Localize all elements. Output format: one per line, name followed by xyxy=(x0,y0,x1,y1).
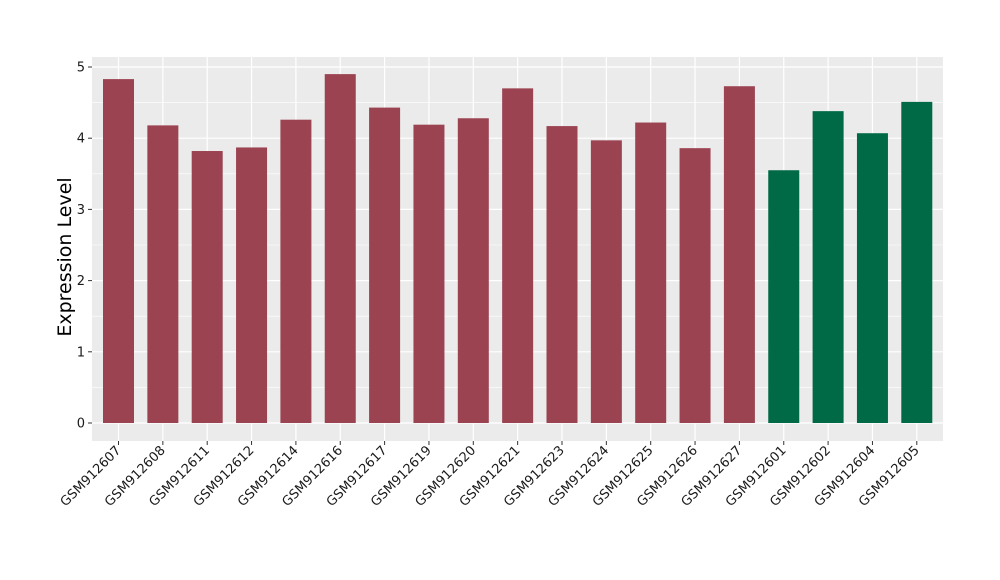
bar-GSM912612 xyxy=(236,147,268,423)
y-axis-title: Expression Level xyxy=(54,177,76,336)
bar-GSM912607 xyxy=(103,79,134,423)
bar-GSM912611 xyxy=(191,151,223,424)
bar-GSM912608 xyxy=(147,125,179,423)
y-axis: 0 1 2 3 4 5 xyxy=(77,61,92,432)
y-tick-label: 5 xyxy=(77,61,85,76)
bar-GSM912617 xyxy=(369,107,401,424)
bar-GSM912614 xyxy=(280,119,312,424)
bar-GSM912624 xyxy=(590,140,622,423)
bar-GSM912627 xyxy=(723,86,755,423)
bars xyxy=(103,74,933,424)
bar-GSM912616 xyxy=(324,74,356,424)
bar-GSM912623 xyxy=(546,126,578,423)
bar-GSM912621 xyxy=(502,88,534,424)
y-tick-label: 3 xyxy=(77,203,85,218)
x-axis: GSM912607GSM912608GSM912611GSM912612GSM9… xyxy=(58,441,923,510)
y-tick-label: 2 xyxy=(77,274,85,289)
bar-GSM912601 xyxy=(768,170,800,423)
bar-GSM912604 xyxy=(856,133,888,423)
y-tick-label: 4 xyxy=(77,132,85,147)
bar-GSM912625 xyxy=(635,122,667,423)
bar-GSM912620 xyxy=(457,118,489,423)
y-tick-label: 0 xyxy=(77,417,85,432)
y-tick-label: 1 xyxy=(77,345,85,360)
bar-GSM912605 xyxy=(901,101,933,423)
bar-GSM912626 xyxy=(679,148,711,423)
bar-GSM912619 xyxy=(413,124,445,423)
bar-GSM912602 xyxy=(812,111,844,424)
